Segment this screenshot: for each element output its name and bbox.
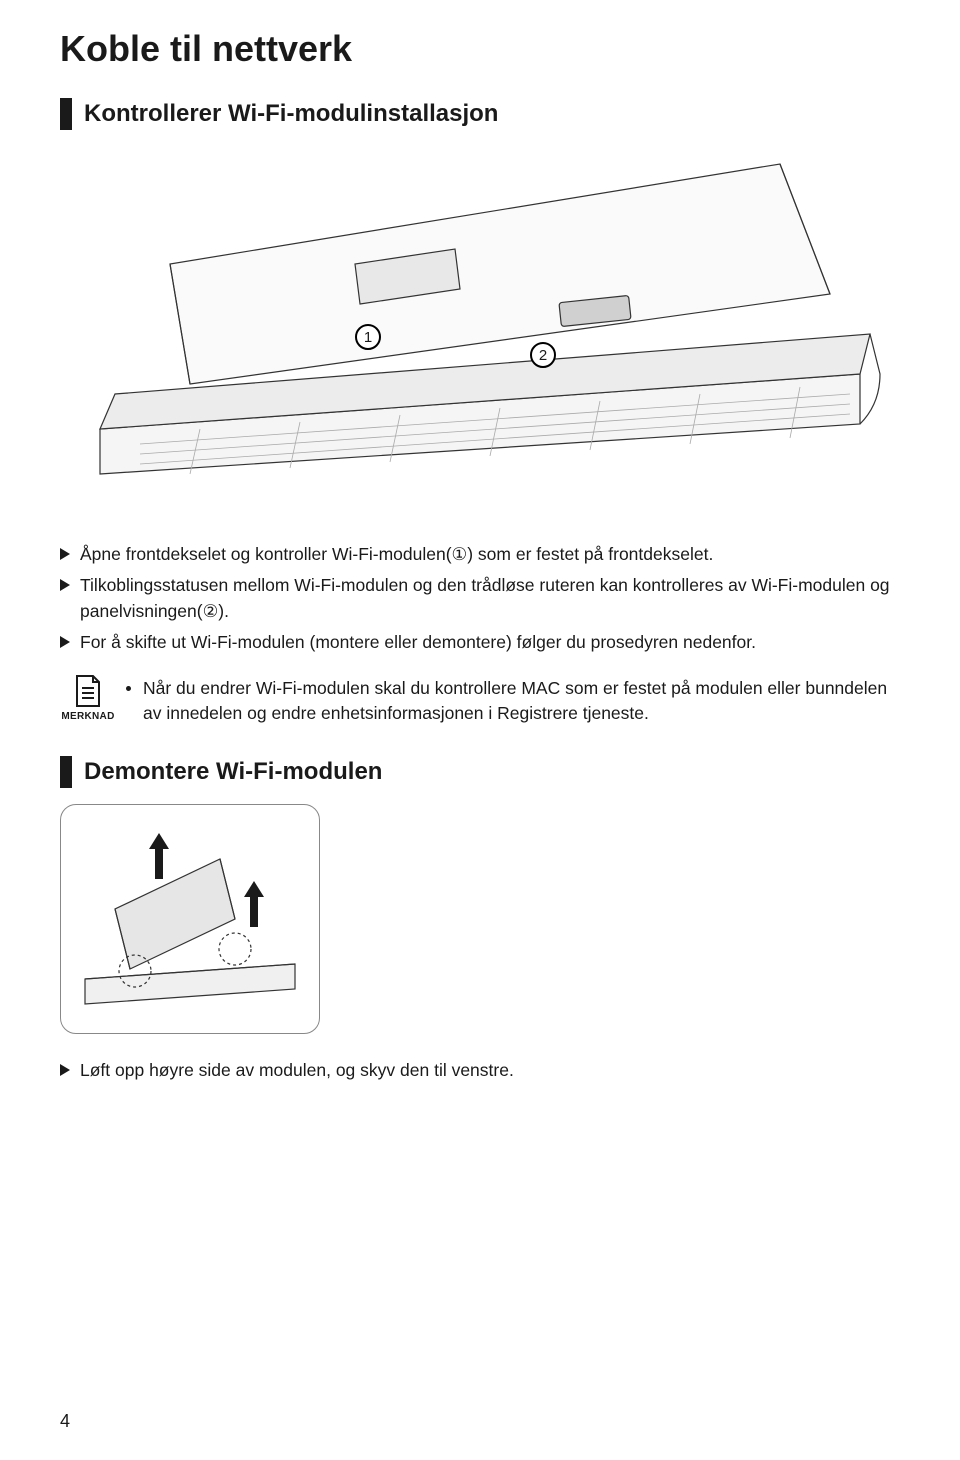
note-icon-column: MERKNAD [60,674,116,722]
callout-1: 1 [355,324,381,350]
bullet-item: Løft opp høyre side av modulen, og skyv … [60,1058,900,1083]
triangle-bullet-icon [60,1064,70,1076]
note-label: MERKNAD [60,711,116,722]
bullet-text: Tilkoblingsstatusen mellom Wi-Fi-modulen… [80,573,900,624]
bullet-text: For å skifte ut Wi-Fi-modulen (montere e… [80,630,756,655]
bullet-text: Åpne frontdekselet og kontroller Wi-Fi-m… [80,542,713,567]
bullet-text: Løft opp høyre side av modulen, og skyv … [80,1058,514,1083]
page-number: 4 [60,1411,70,1432]
section-bar [60,756,72,788]
section-bar [60,98,72,130]
note-document-icon [73,674,103,708]
section-1-title: Kontrollerer Wi-Fi-modulinstallasjon [84,98,498,130]
figure-2-frame [60,804,320,1034]
triangle-bullet-icon [60,548,70,560]
note-text: Når du endrer Wi-Fi-modulen skal du kont… [143,676,900,727]
triangle-bullet-icon [60,636,70,648]
device-illustration [60,144,900,524]
callout-2: 2 [530,342,556,368]
note-block: MERKNAD Når du endrer Wi-Fi-modulen skal… [60,674,900,727]
bullet-item: Tilkoblingsstatusen mellom Wi-Fi-modulen… [60,573,900,624]
bullet-item: Åpne frontdekselet og kontroller Wi-Fi-m… [60,542,900,567]
section-heading-1: Kontrollerer Wi-Fi-modulinstallasjon [60,98,900,130]
bullet-item: For å skifte ut Wi-Fi-modulen (montere e… [60,630,900,655]
section-1-bullets: Åpne frontdekselet og kontroller Wi-Fi-m… [60,542,900,656]
triangle-bullet-icon [60,579,70,591]
section-2-bullets: Løft opp høyre side av modulen, og skyv … [60,1058,900,1083]
note-body: Når du endrer Wi-Fi-modulen skal du kont… [116,674,900,727]
section-heading-2: Demontere Wi-Fi-modulen [60,756,900,788]
page-title: Koble til nettverk [60,28,900,70]
dot-bullet-icon [126,686,131,691]
figure-1: 1 2 [60,144,900,524]
removal-illustration [75,819,305,1019]
section-2-title: Demontere Wi-Fi-modulen [84,756,382,788]
